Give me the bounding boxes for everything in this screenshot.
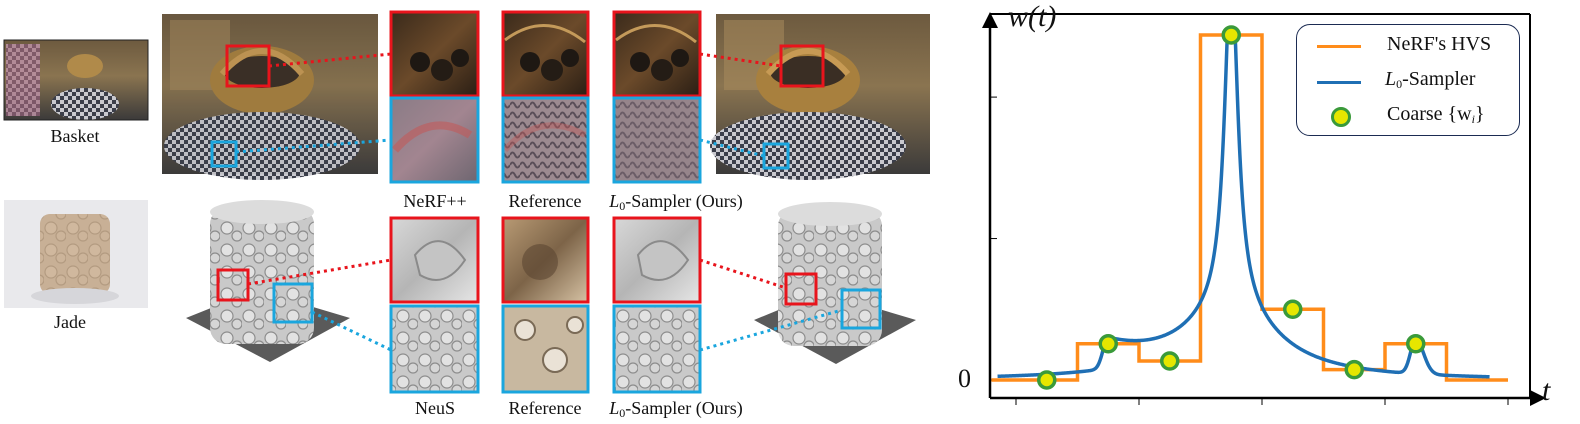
caption-row1-right: L0-Sampler (Ours) — [596, 191, 756, 214]
l0-sampler-curve — [997, 33, 1490, 379]
connector-lines — [235, 52, 843, 352]
caption-row1-left: NeRF++ — [403, 191, 467, 211]
basket-l0-render — [710, 14, 930, 180]
coarse-point — [1406, 334, 1426, 354]
legend-coarse-text: Coarse {w — [1387, 103, 1472, 125]
basket-crops-red — [391, 12, 700, 96]
jade-l0-mesh — [754, 202, 916, 364]
legend: NeRF's HVS L0-Sampler Coarse {wi} — [1296, 24, 1520, 136]
coarse-point — [1344, 359, 1364, 380]
caption-row2-right-text: -Sampler (Ours) — [625, 398, 743, 418]
coarse-point — [1098, 334, 1118, 354]
coarse-point — [1160, 351, 1180, 371]
jade-thumbnail — [4, 200, 148, 308]
legend-coarse-suffix: } — [1474, 103, 1485, 125]
legend-hvs-swatch — [1317, 45, 1361, 48]
caption-row2-left: NeuS — [415, 398, 455, 418]
l0-subscript: 0 — [619, 199, 626, 213]
y-zero-label: 0 — [958, 364, 971, 393]
y-axis-label: w(t) — [1008, 0, 1057, 33]
legend-coarse-sub: i — [1471, 112, 1475, 126]
caption-row1-mid: Reference — [508, 191, 582, 211]
caption-row2-mid: Reference — [508, 398, 582, 418]
legend-hvs-label: NeRF's HVS — [1387, 33, 1492, 55]
legend-sampler-label: L0-Sampler — [1385, 68, 1475, 92]
coarse-point — [1283, 299, 1303, 320]
basket-nerfpp-render — [162, 14, 378, 180]
caption-jade: Jade — [54, 312, 86, 332]
y-axis-arrow — [982, 12, 998, 28]
l0-letter: L — [609, 398, 620, 418]
comparison-figure — [3, 10, 930, 394]
coarse-point — [1037, 370, 1057, 390]
caption-row1-right-text: -Sampler (Ours) — [625, 191, 743, 211]
x-axis-label: t — [1542, 374, 1551, 407]
hvs-step-line — [991, 33, 1508, 382]
legend-coarse-label: Coarse {wi} — [1387, 103, 1485, 127]
jade-neus-mesh — [186, 200, 350, 362]
l0-subscript: 0 — [619, 406, 626, 420]
l0-letter: L — [609, 191, 620, 211]
basket-crops-blue — [391, 98, 700, 182]
x-axis-arrow — [1530, 390, 1546, 406]
basket-thumbnail — [3, 39, 149, 121]
weight-chart — [982, 12, 1546, 406]
coarse-point — [1221, 25, 1241, 45]
caption-basket: Basket — [50, 126, 100, 146]
legend-sampler-text: -Sampler — [1402, 68, 1476, 90]
caption-row2-right: L0-Sampler (Ours) — [596, 398, 756, 421]
legend-coarse-marker — [1331, 107, 1351, 127]
jade-crops — [391, 218, 700, 392]
legend-sampler-prefix: L — [1385, 68, 1397, 90]
legend-sampler-swatch — [1317, 81, 1361, 84]
legend-sampler-sub: 0 — [1396, 77, 1403, 91]
